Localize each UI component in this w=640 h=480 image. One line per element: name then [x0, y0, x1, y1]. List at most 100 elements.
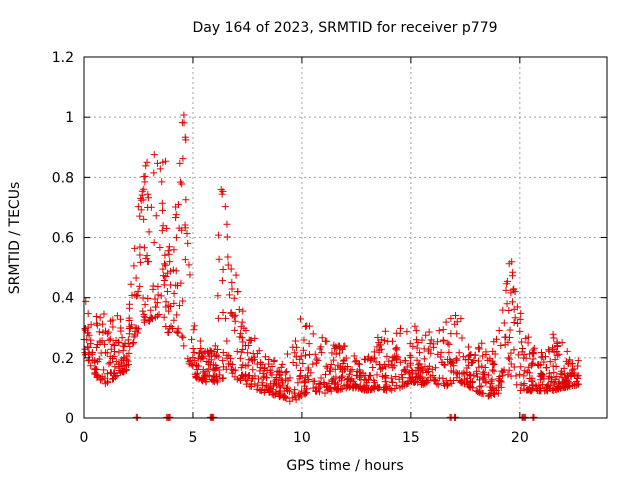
- data-point: [172, 267, 180, 275]
- data-point: [361, 371, 369, 379]
- y-tick-label: 0.2: [52, 351, 74, 367]
- data-point: [511, 314, 519, 322]
- zero-data-points: [132, 413, 538, 421]
- data-point: [378, 365, 386, 373]
- data-point: [244, 349, 252, 357]
- data-point: [94, 357, 102, 365]
- data-point: [381, 378, 389, 386]
- data-point: [140, 215, 148, 223]
- data-point: [339, 360, 347, 368]
- data-point: [99, 320, 107, 328]
- data-point: [214, 314, 222, 322]
- data-point: [127, 280, 135, 288]
- data-points: [80, 111, 583, 405]
- data-point: [431, 376, 439, 384]
- data-point: [478, 339, 486, 347]
- data-point: [106, 369, 114, 377]
- data-point: [408, 373, 416, 381]
- y-tick-label: 0.8: [52, 170, 74, 186]
- data-point: [506, 326, 514, 334]
- data-point: [249, 374, 257, 382]
- data-point: [255, 375, 263, 383]
- data-point: [107, 317, 115, 325]
- data-point: [303, 385, 311, 393]
- data-point: [154, 283, 162, 291]
- data-point: [91, 369, 99, 377]
- data-point: [550, 368, 558, 376]
- data-point: [144, 190, 152, 198]
- data-point: [542, 383, 550, 391]
- data-point: [96, 314, 104, 322]
- data-point: [221, 203, 229, 211]
- data-point: [457, 315, 465, 323]
- data-point: [137, 258, 145, 266]
- data-point: [195, 373, 203, 381]
- data-point: [197, 344, 205, 352]
- data-point: [158, 227, 166, 235]
- data-point: [367, 355, 375, 363]
- data-point: [131, 291, 139, 299]
- data-point: [176, 302, 184, 310]
- data-point: [140, 310, 148, 318]
- data-point: [315, 379, 323, 387]
- data-point: [434, 381, 442, 389]
- data-point: [317, 374, 325, 382]
- data-point: [166, 324, 174, 332]
- data-point: [467, 371, 475, 379]
- data-point: [370, 348, 378, 356]
- data-point: [136, 243, 144, 251]
- data-point: [218, 190, 226, 198]
- data-point: [425, 328, 433, 336]
- data-point: [480, 373, 488, 381]
- data-point: [452, 355, 460, 363]
- data-point: [147, 203, 155, 211]
- data-point: [256, 367, 264, 375]
- data-point: [175, 224, 183, 232]
- data-point: [422, 331, 430, 339]
- data-point: [238, 318, 246, 326]
- data-point: [487, 377, 495, 385]
- data-point: [522, 334, 530, 342]
- data-point: [292, 396, 300, 404]
- data-point: [100, 366, 108, 374]
- data-point: [216, 371, 224, 379]
- data-point: [558, 339, 566, 347]
- data-point: [313, 355, 321, 363]
- data-point: [484, 392, 492, 400]
- data-point: [158, 199, 166, 207]
- data-point: [299, 346, 307, 354]
- data-point: [404, 377, 412, 385]
- data-point: [516, 327, 524, 335]
- data-point: [242, 342, 250, 350]
- data-point: [188, 336, 196, 344]
- data-point: [184, 355, 192, 363]
- data-point: [279, 381, 287, 389]
- data-point: [329, 356, 337, 364]
- data-point: [268, 371, 276, 379]
- data-point: [131, 244, 139, 252]
- data-point: [510, 305, 518, 313]
- data-point: [228, 285, 236, 293]
- data-point: [141, 301, 149, 309]
- data-point: [286, 397, 294, 405]
- data-point: [266, 387, 274, 395]
- data-point: [409, 342, 417, 350]
- data-point: [504, 371, 512, 379]
- data-point: [514, 319, 522, 327]
- data-point: [219, 348, 227, 356]
- data-point: [501, 341, 509, 349]
- data-point: [101, 340, 109, 348]
- data-point: [520, 372, 528, 380]
- data-point: [530, 344, 538, 352]
- data-point: [231, 317, 239, 325]
- data-point: [342, 381, 350, 389]
- data-point: [100, 310, 108, 318]
- data-point: [403, 380, 411, 388]
- data-point: [420, 355, 428, 363]
- x-tick-label: 15: [402, 430, 420, 446]
- data-point: [152, 303, 160, 311]
- y-tick-label: 1.2: [52, 50, 74, 66]
- data-point: [133, 324, 141, 332]
- data-point: [435, 374, 443, 382]
- data-point: [528, 360, 536, 368]
